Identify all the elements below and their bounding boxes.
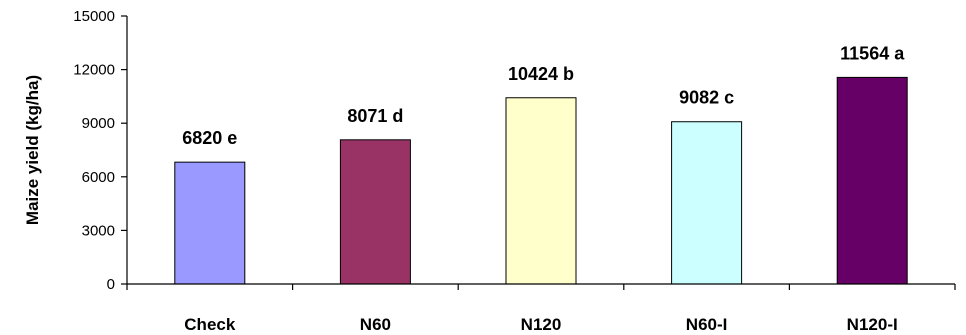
bar-n60 (339, 139, 411, 285)
category-label-check: Check (184, 315, 236, 334)
bar-n120-i (836, 76, 908, 285)
category-label-n120: N120 (521, 315, 562, 334)
data-label-n60: 8071 d (347, 106, 403, 126)
x-axis-ticks (126, 284, 956, 290)
category-label-n60: N60 (360, 315, 391, 334)
y-axis-ticks: 0 3000 6000 9000 12000 15000 (73, 8, 127, 293)
data-label-check: 6820 e (182, 128, 237, 148)
y-tick-label-0: 0 (107, 276, 115, 293)
x-axis-labels-group: Check N60 N120 N60-I N120-I (184, 315, 897, 334)
bar-check (174, 161, 246, 285)
data-label-n60-i: 9082 c (679, 88, 734, 108)
y-tick-label-1: 3000 (82, 222, 115, 239)
bars-group (174, 76, 908, 285)
y-tick-label-2: 6000 (82, 169, 115, 186)
category-label-n60-i: N60-I (686, 315, 728, 334)
y-tick-label-3: 9000 (82, 115, 115, 132)
data-label-n120: 10424 b (508, 64, 574, 84)
y-tick-label-5: 15000 (73, 8, 115, 25)
category-label-n120-i: N120-I (847, 315, 898, 334)
bar-n60-i (671, 121, 743, 285)
data-labels-group: 6820 e 8071 d 10424 b 9082 c 11564 a (182, 43, 905, 148)
bar-n120 (505, 97, 577, 285)
data-label-n120-i: 11564 a (840, 43, 905, 63)
y-axis-title: Maize yield (kg/ha) (23, 75, 42, 225)
y-tick-label-4: 12000 (73, 62, 115, 79)
